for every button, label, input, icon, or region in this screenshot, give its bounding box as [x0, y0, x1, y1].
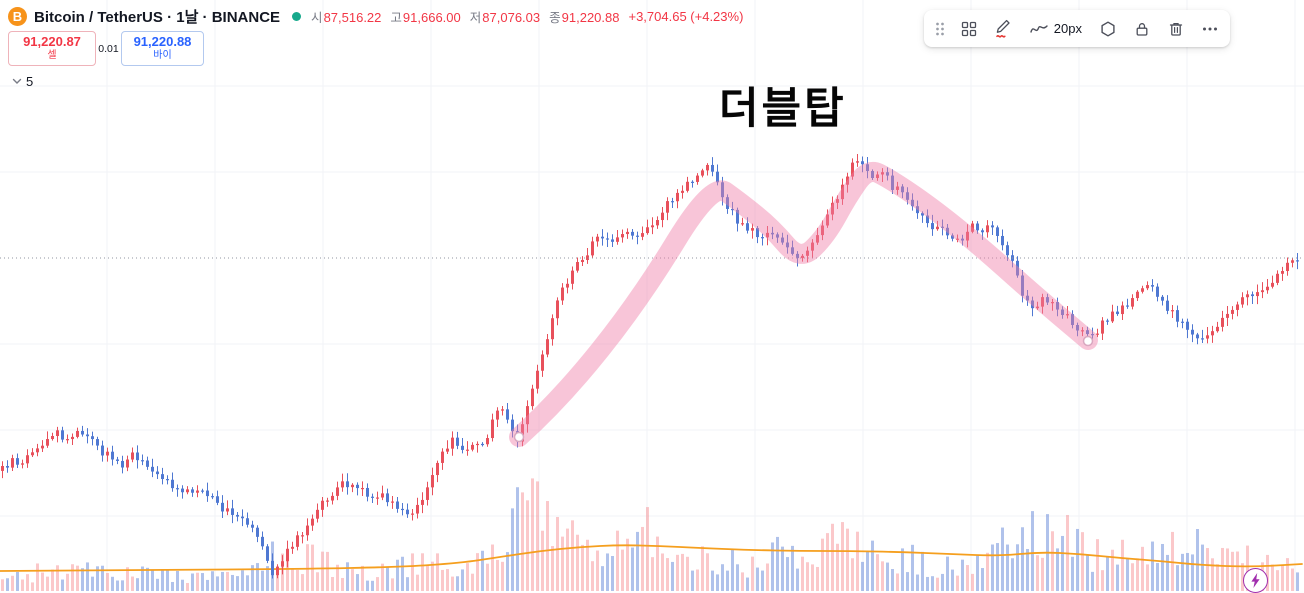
double-top-ribbon-drawing[interactable] [509, 161, 1098, 447]
stroke-width-button[interactable]: 20px [1024, 15, 1087, 42]
chevron-down-icon [12, 78, 22, 84]
sell-label: 셀 [47, 50, 57, 62]
more-options-icon [1202, 27, 1217, 30]
trash-icon [1169, 22, 1182, 36]
market-status-dot [292, 12, 302, 21]
legend-toggle-count: 5 [26, 74, 34, 89]
drawing-anchor-point[interactable] [513, 431, 525, 443]
price-change: +3,704.65 (+4.23%) [628, 9, 744, 24]
lightning-button[interactable] [1243, 568, 1268, 593]
sell-button[interactable]: 91,220.87 셀 [8, 31, 96, 66]
candles [1, 153, 1299, 579]
layout-grid-button[interactable] [956, 15, 983, 42]
bitcoin-logo: B [8, 7, 27, 26]
lock-icon [1136, 22, 1147, 36]
layout-grid-icon [962, 21, 977, 36]
open-value: 시87,516.22 [311, 10, 382, 25]
drawing-anchor-point[interactable] [1082, 335, 1094, 347]
more-options-button[interactable] [1196, 15, 1223, 42]
volume-bars [1, 478, 1299, 591]
symbol-title[interactable]: Bitcoin / TetherUS · 1날 · BINANCE [34, 9, 281, 26]
drawing-toolbar: 20px [923, 10, 1230, 47]
trash-button[interactable] [1162, 15, 1189, 42]
buy-price: 91,220.88 [133, 34, 192, 50]
low-value: 저87,076.03 [469, 10, 541, 25]
toolbar-drag-handle[interactable] [931, 15, 949, 42]
trade-panel: 91,220.87 셀 0.01 91,220.88 바이 [8, 31, 204, 66]
bitcoin-logo-glyph: B [12, 9, 23, 24]
sell-price: 91,220.87 [23, 34, 81, 50]
high-value: 고91,666.00 [390, 10, 461, 25]
marker-pen-icon [996, 19, 1010, 38]
annotation-text[interactable]: 더블탑 [719, 85, 847, 133]
spread-value: 0.01 [98, 42, 119, 55]
hexagon-icon [1100, 21, 1115, 37]
ohlc-values: 시87,516.22 고91,666.00 저87,076.03 종91,220… [311, 7, 743, 26]
legend-toggle-button[interactable]: 5 [8, 72, 37, 91]
buy-button[interactable]: 91,220.88 바이 [121, 31, 204, 66]
lock-button[interactable] [1128, 15, 1155, 42]
volume-ma-line [0, 544, 1303, 572]
drag-handle-icon [935, 22, 944, 35]
buy-label: 바이 [153, 50, 172, 62]
marker-pen-button[interactable] [990, 15, 1017, 42]
chart-header: B Bitcoin / TetherUS · 1날 · BINANCE 시87,… [8, 6, 743, 27]
close-value: 종91,220.88 [549, 10, 620, 25]
freehand-stroke-icon [1030, 24, 1048, 33]
lightning-bolt-icon [1251, 573, 1260, 588]
settings-hexagon-button[interactable] [1094, 15, 1121, 42]
stroke-width-value: 20px [1053, 21, 1082, 36]
